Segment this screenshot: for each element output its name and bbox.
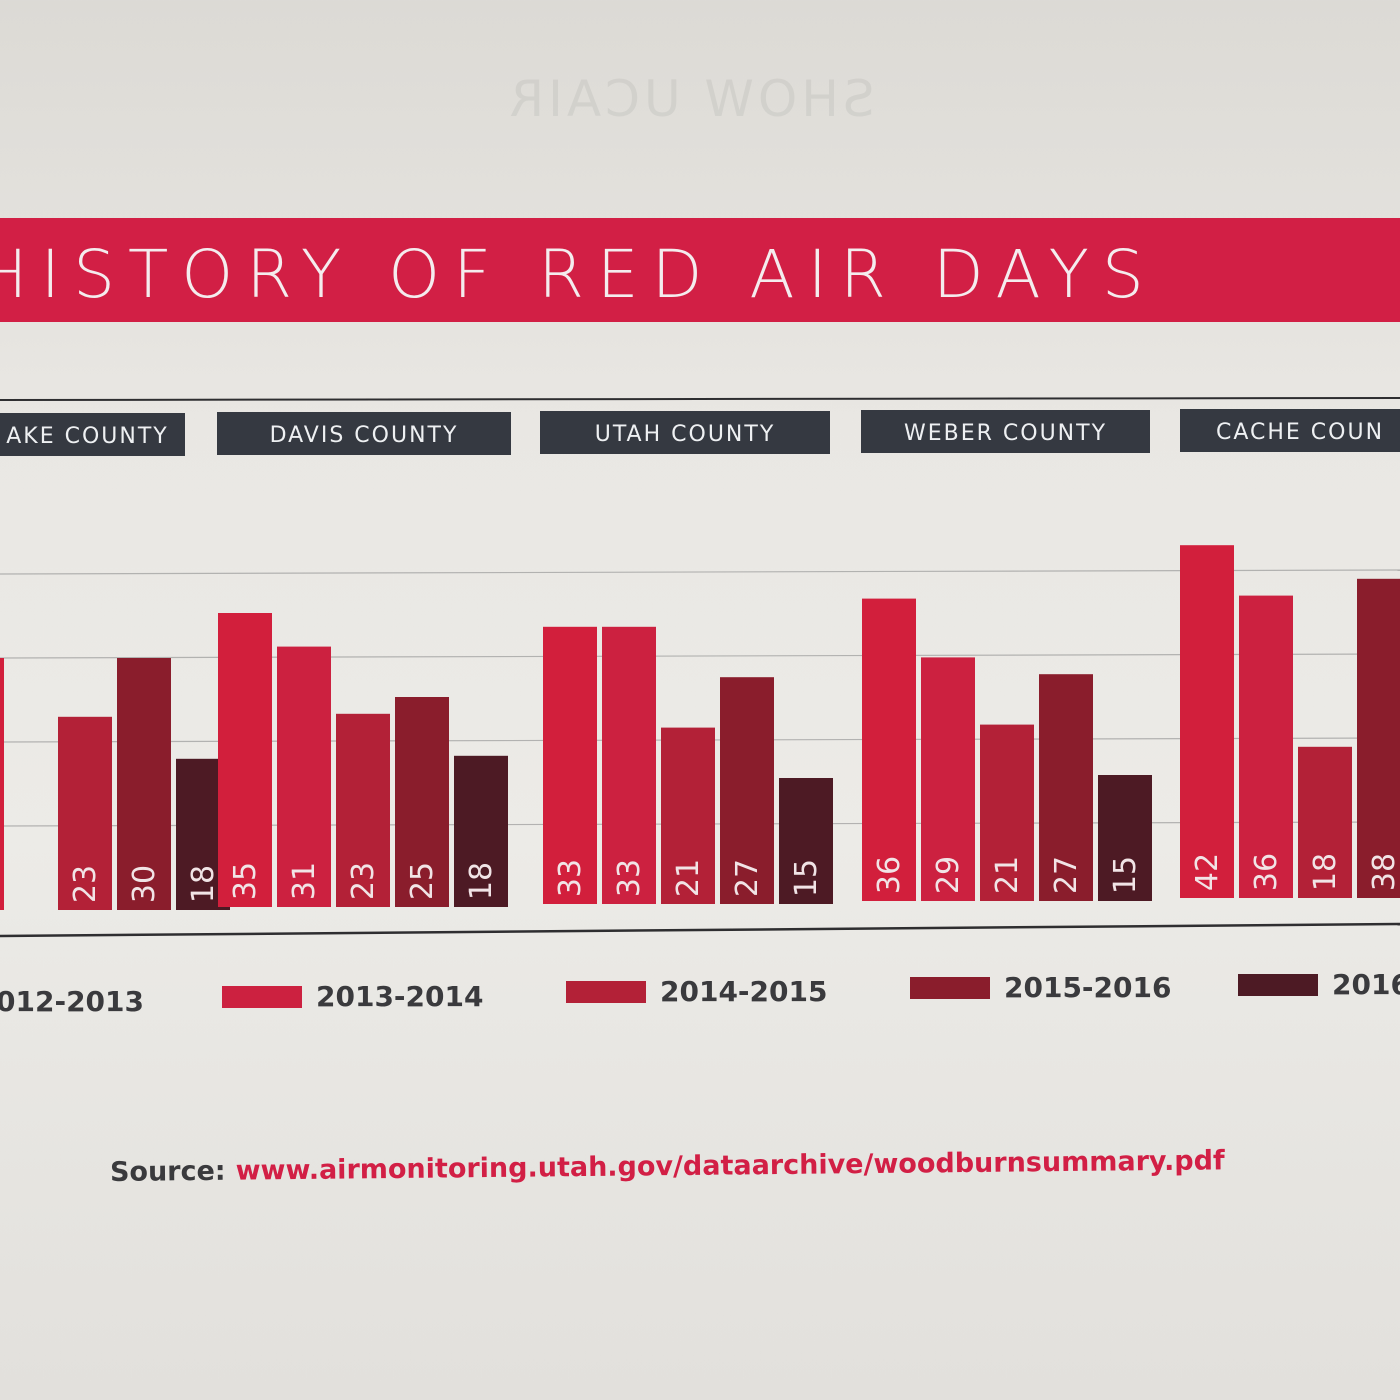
bar — [1239, 595, 1293, 898]
bar-value-label: 27 — [730, 859, 765, 897]
bar-value-label: 21 — [671, 859, 706, 897]
bar-value-label: 15 — [1108, 856, 1143, 894]
bar — [218, 613, 272, 907]
county-header-label: AKE COUNTY — [6, 424, 168, 449]
chart-title: HISTORY OF RED AIR DAYS — [0, 236, 1157, 313]
county-header-box — [540, 411, 830, 454]
legend-item: 2015-2016 — [910, 971, 1171, 1004]
bar-value-label: 25 — [405, 862, 440, 900]
bar-value-label: 21 — [990, 856, 1025, 894]
bar-value-label: 36 — [872, 856, 907, 894]
bar-value-label: 29 — [931, 856, 966, 894]
legend: 012-2013 2013-2014 2014-2015 2015-2016 2… — [0, 963, 1400, 1023]
county-header-label: UTAH COUNTY — [595, 422, 776, 447]
legend-label: 012-2013 — [0, 985, 144, 1018]
bar-value-label: 23 — [346, 862, 381, 900]
source-label: Source: — [109, 1155, 226, 1188]
bar — [862, 598, 916, 901]
bar — [1357, 578, 1400, 898]
bar — [921, 657, 975, 901]
bar-value-label: 27 — [1049, 856, 1084, 894]
show-through-text: SHOW UCAIR — [505, 70, 875, 128]
bar — [1180, 545, 1234, 898]
bar-value-label: 42 — [1190, 853, 1225, 891]
legend-label: 2014-2015 — [660, 975, 828, 1008]
bar — [779, 778, 833, 904]
bar — [720, 677, 774, 904]
county-header-box — [0, 413, 185, 456]
bar-value-label: 18 — [464, 862, 499, 900]
bar — [58, 716, 112, 910]
bar — [661, 727, 715, 904]
legend-swatch — [222, 985, 302, 1008]
top-rule — [0, 397, 1400, 401]
bar-value-label: 33 — [612, 859, 647, 897]
gridline — [0, 569, 1400, 575]
bar — [336, 713, 390, 907]
bar — [1039, 674, 1093, 901]
bar — [543, 626, 597, 904]
legend-swatch — [1238, 973, 1318, 996]
bar — [277, 646, 331, 907]
county-header-label: CACHE COUN — [1216, 420, 1384, 445]
bar-value-label: 35 — [228, 862, 263, 900]
bar-value-label: 18 — [186, 865, 221, 903]
bar — [0, 658, 4, 910]
bar-value-label: 15 — [789, 859, 824, 897]
source-link[interactable]: www.airmonitoring.utah.gov/dataarchive/w… — [235, 1145, 1225, 1187]
source-line: Source: www.airmonitoring.utah.gov/dataar… — [110, 1145, 1225, 1188]
county-header-box — [861, 410, 1150, 453]
bar — [1098, 775, 1152, 901]
county-header-label: DAVIS COUNTY — [270, 423, 459, 448]
bar-value-label: 18 — [1308, 853, 1343, 891]
bar — [980, 724, 1034, 901]
legend-item: 012-2013 — [0, 985, 144, 1018]
legend-item: 2013-2014 — [222, 980, 483, 1013]
title-banner: HISTORY OF RED AIR DAYS — [0, 218, 1400, 322]
legend-item: 2016- — [1238, 968, 1400, 1001]
county-header-label: WEBER COUNTY — [904, 421, 1107, 446]
bar-value-label: 31 — [287, 862, 322, 900]
baseline-axis — [0, 922, 1400, 938]
legend-swatch — [566, 980, 646, 1003]
legend-swatch — [910, 976, 990, 999]
bar — [117, 658, 171, 910]
bar — [395, 697, 449, 907]
bar — [602, 626, 656, 904]
legend-label: 2016- — [1332, 968, 1400, 1001]
legend-item: 2014-2015 — [566, 975, 827, 1008]
bar-value-label: 23 — [68, 865, 103, 903]
bar — [1298, 746, 1352, 898]
bar-chart: AKE COUNTY DAVIS COUNTY UTAH COUNTY WEBER C… — [0, 397, 1400, 938]
bar — [454, 755, 508, 907]
chart-area: AKE COUNTY DAVIS COUNTY UTAH COUNTY WEBER C… — [0, 380, 1400, 1080]
county-header-box — [1180, 409, 1400, 452]
bar-value-label: 38 — [1367, 853, 1400, 891]
legend-label: 2015-2016 — [1004, 971, 1172, 1004]
bar-value-label: 30 — [127, 865, 162, 903]
bar-value-label: 36 — [1249, 853, 1284, 891]
legend-label: 2013-2014 — [316, 980, 484, 1013]
county-header-box — [217, 412, 511, 455]
bar-value-label: 33 — [553, 859, 588, 897]
